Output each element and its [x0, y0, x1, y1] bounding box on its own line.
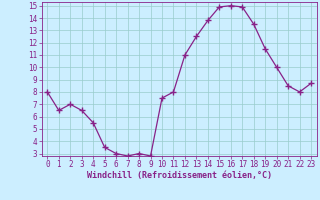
X-axis label: Windchill (Refroidissement éolien,°C): Windchill (Refroidissement éolien,°C): [87, 171, 272, 180]
